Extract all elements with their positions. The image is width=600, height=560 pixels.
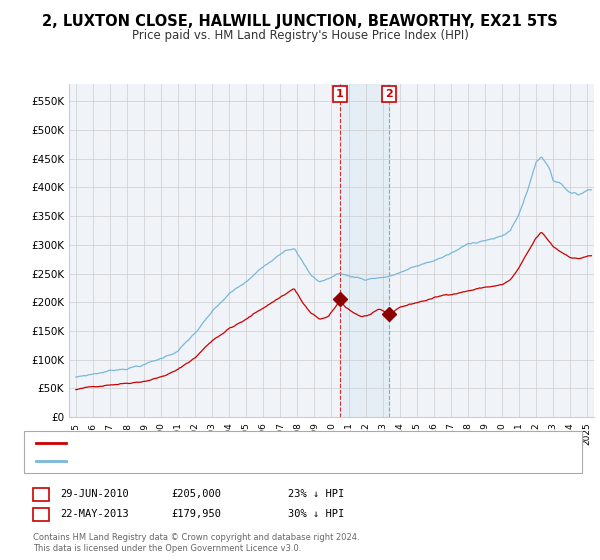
Text: 1: 1 [336, 89, 344, 99]
Text: HPI: Average price, detached house, Torridge: HPI: Average price, detached house, Torr… [72, 456, 292, 466]
Text: £179,950: £179,950 [171, 509, 221, 519]
Text: 22-MAY-2013: 22-MAY-2013 [60, 509, 129, 519]
Text: 1: 1 [37, 489, 45, 499]
Text: 2, LUXTON CLOSE, HALWILL JUNCTION, BEAWORTHY, EX21 5TS (detached house): 2, LUXTON CLOSE, HALWILL JUNCTION, BEAWO… [72, 438, 468, 448]
Text: 2, LUXTON CLOSE, HALWILL JUNCTION, BEAWORTHY, EX21 5TS: 2, LUXTON CLOSE, HALWILL JUNCTION, BEAWO… [42, 14, 558, 29]
Text: 30% ↓ HPI: 30% ↓ HPI [288, 509, 344, 519]
Text: Contains HM Land Registry data © Crown copyright and database right 2024.
This d: Contains HM Land Registry data © Crown c… [33, 533, 359, 553]
Bar [340, 84, 389, 417]
Text: £205,000: £205,000 [171, 489, 221, 499]
Text: 23% ↓ HPI: 23% ↓ HPI [288, 489, 344, 499]
Text: 29-JUN-2010: 29-JUN-2010 [60, 489, 129, 499]
Text: 2: 2 [37, 509, 45, 519]
Text: Price paid vs. HM Land Registry's House Price Index (HPI): Price paid vs. HM Land Registry's House … [131, 29, 469, 42]
Text: 2: 2 [385, 89, 393, 99]
